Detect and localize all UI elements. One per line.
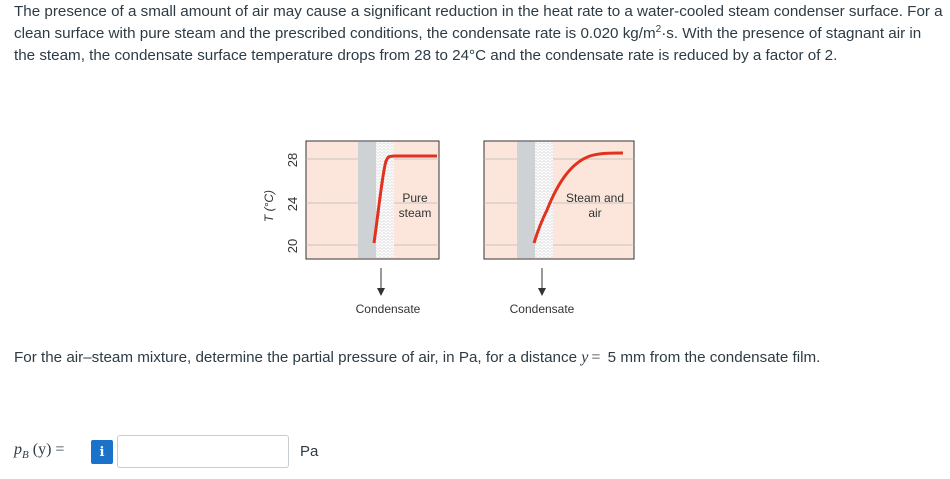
left-panel-label-line1: Pure (402, 191, 428, 205)
left-wall (358, 142, 376, 258)
right-condensate-arrow (538, 268, 546, 296)
left-condensate-arrow (377, 268, 385, 296)
question-var: y (581, 349, 589, 366)
right-temperature-curve (532, 151, 624, 244)
condensation-figure: T (°C) 28 24 20 Pure steam Steam and ai (255, 130, 655, 330)
problem-text-2: ·s. With the presence of stagnant air in… (14, 25, 922, 64)
problem-statement: The presence of a small amount of air ma… (14, 1, 944, 67)
pure-steam-panel: Pure steam (305, 140, 440, 260)
left-condensate-film (376, 142, 394, 258)
steam-air-panel: Steam and air (483, 140, 635, 260)
answer-label-sub: B (22, 449, 29, 462)
answer-label-p: p (14, 441, 22, 458)
answer-label: pB (y) = (14, 441, 64, 461)
problem-text-1: The presence of a small amount of air ma… (14, 3, 943, 42)
left-panel-label-line2: steam (399, 206, 432, 220)
answer-input[interactable] (117, 435, 289, 468)
question-value: 5 mm from the condensate film. (607, 349, 821, 366)
right-caption: Condensate (510, 302, 575, 316)
right-panel-bg (483, 140, 635, 260)
y-axis-label: T (°C) (262, 190, 276, 222)
figure-svg: T (°C) 28 24 20 Pure steam Steam and ai (262, 140, 635, 316)
info-icon[interactable]: i (91, 440, 113, 464)
y-tick-20: 20 (285, 239, 300, 253)
right-panel-label-line1: Steam and (566, 191, 624, 205)
left-caption: Condensate (356, 302, 421, 316)
question-eq: = (591, 349, 601, 366)
right-panel-label-line2: air (588, 206, 601, 220)
problem-sup: 2 (655, 24, 662, 35)
y-tick-28: 28 (285, 153, 300, 167)
right-wall (517, 142, 535, 258)
question-body: For the air–steam mixture, determine the… (14, 349, 578, 366)
y-tick-24: 24 (285, 197, 300, 211)
unit-label: Pa (300, 443, 319, 460)
left-temperature-curve (372, 154, 437, 244)
question-text: For the air–steam mixture, determine the… (14, 347, 820, 369)
answer-label-rest: (y) = (32, 441, 65, 458)
